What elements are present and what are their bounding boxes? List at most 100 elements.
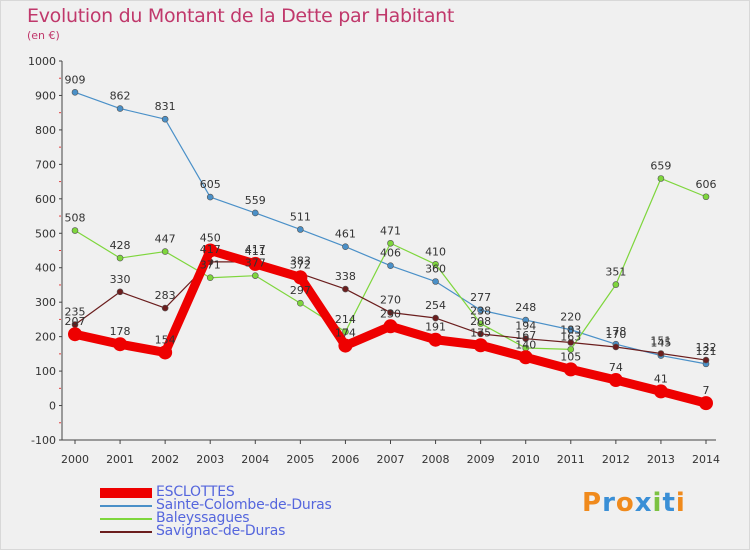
data-label: 191: [425, 321, 446, 334]
data-point: [567, 346, 575, 353]
data-label: 183: [560, 323, 581, 336]
x-tick-label: 2011: [557, 453, 585, 466]
data-label: 154: [155, 333, 176, 346]
data-point: [522, 335, 530, 343]
y-tick-label: 200: [35, 331, 56, 344]
data-label: 406: [380, 247, 401, 260]
data-label: 121: [696, 345, 717, 358]
data-point: [251, 209, 259, 217]
legend-swatch-savignac: [100, 531, 152, 533]
data-point: [432, 278, 439, 285]
data-label: 248: [515, 301, 536, 314]
data-point: [338, 338, 353, 353]
y-tick-label: 900: [35, 89, 56, 102]
data-label: 270: [380, 294, 401, 307]
data-label: 862: [110, 90, 131, 103]
legend-label-sainte-colombe: Sainte-Colombe-de-Duras: [156, 497, 332, 513]
y-tick-label: 800: [35, 124, 56, 137]
logo-letter: i: [652, 488, 663, 518]
data-point: [297, 299, 304, 307]
data-label: 140: [515, 338, 536, 351]
data-label: 194: [515, 320, 536, 333]
data-point: [248, 256, 263, 271]
data-label: 471: [380, 224, 401, 237]
y-tick-label: 600: [35, 193, 56, 206]
logo-letter: x: [634, 488, 653, 518]
data-point: [563, 362, 578, 377]
data-label: 417: [245, 243, 266, 256]
data-label: 909: [65, 73, 86, 86]
data-point: [113, 337, 128, 352]
y-tick-label: 1000: [28, 55, 56, 68]
x-tick-label: 2001: [106, 453, 134, 466]
x-tick-label: 2014: [692, 453, 720, 466]
data-point: [342, 243, 349, 251]
data-point: [608, 373, 623, 388]
data-label: 277: [470, 291, 491, 304]
legend-swatch-esclottes: [100, 488, 152, 498]
x-tick-label: 2007: [377, 453, 405, 466]
data-point: [432, 260, 439, 268]
data-label: 208: [470, 315, 491, 328]
x-tick-label: 2010: [512, 453, 540, 466]
data-point: [116, 254, 124, 262]
x-tick-label: 2009: [467, 453, 495, 466]
data-label: 447: [155, 233, 176, 246]
y-tick-label: 0: [49, 400, 56, 413]
data-label: 238: [470, 305, 491, 318]
data-point: [432, 314, 439, 322]
data-point: [383, 319, 398, 334]
data-label: 351: [605, 266, 626, 279]
data-label: 214: [335, 313, 356, 326]
data-point: [161, 248, 169, 255]
data-point: [71, 89, 79, 96]
x-tick-label: 2002: [151, 453, 179, 466]
data-point: [702, 356, 710, 364]
x-tick-label: 2008: [422, 453, 450, 466]
chart-subtitle: (en €): [27, 29, 60, 42]
data-point: [71, 227, 79, 234]
legend-swatch-baleyssagues: [100, 518, 152, 520]
data-point: [567, 339, 575, 346]
data-label: 330: [110, 273, 131, 286]
data-point: [473, 338, 488, 353]
data-point: [293, 270, 308, 285]
y-tick-label: -100: [31, 434, 56, 447]
proxiti-logo: Proxiti: [582, 488, 686, 518]
logo-letter: o: [615, 488, 635, 518]
data-point: [477, 320, 484, 327]
data-label: 41: [654, 372, 668, 385]
data-point: [522, 316, 530, 324]
logo-letter: r: [602, 488, 616, 518]
data-label: 383: [290, 255, 311, 268]
data-label: 831: [155, 100, 176, 113]
data-label: 74: [609, 361, 623, 374]
y-tick-label: 500: [35, 227, 56, 240]
x-tick-label: 2006: [331, 453, 359, 466]
data-label: 371: [200, 259, 221, 272]
y-tick-label: 700: [35, 158, 56, 171]
data-point: [387, 239, 394, 247]
data-label: 428: [110, 239, 131, 252]
data-label: 235: [65, 306, 86, 319]
x-tick-label: 2003: [196, 453, 224, 466]
data-label: 230: [380, 307, 401, 320]
data-point: [518, 350, 533, 365]
data-label: 7: [703, 384, 710, 397]
data-point: [699, 396, 713, 411]
data-point: [653, 384, 668, 399]
data-point: [428, 332, 443, 347]
data-point: [657, 350, 665, 357]
data-point: [387, 309, 394, 316]
data-label: 461: [335, 228, 356, 241]
data-point: [567, 326, 575, 334]
y-tick-label: 100: [35, 365, 56, 378]
data-label: 410: [425, 245, 446, 258]
data-point: [161, 115, 169, 123]
data-label: 411: [245, 245, 266, 258]
data-label: 207: [65, 315, 86, 328]
data-label: 105: [560, 350, 581, 363]
x-tick-label: 2005: [286, 453, 314, 466]
y-tick-label: 300: [35, 296, 56, 309]
